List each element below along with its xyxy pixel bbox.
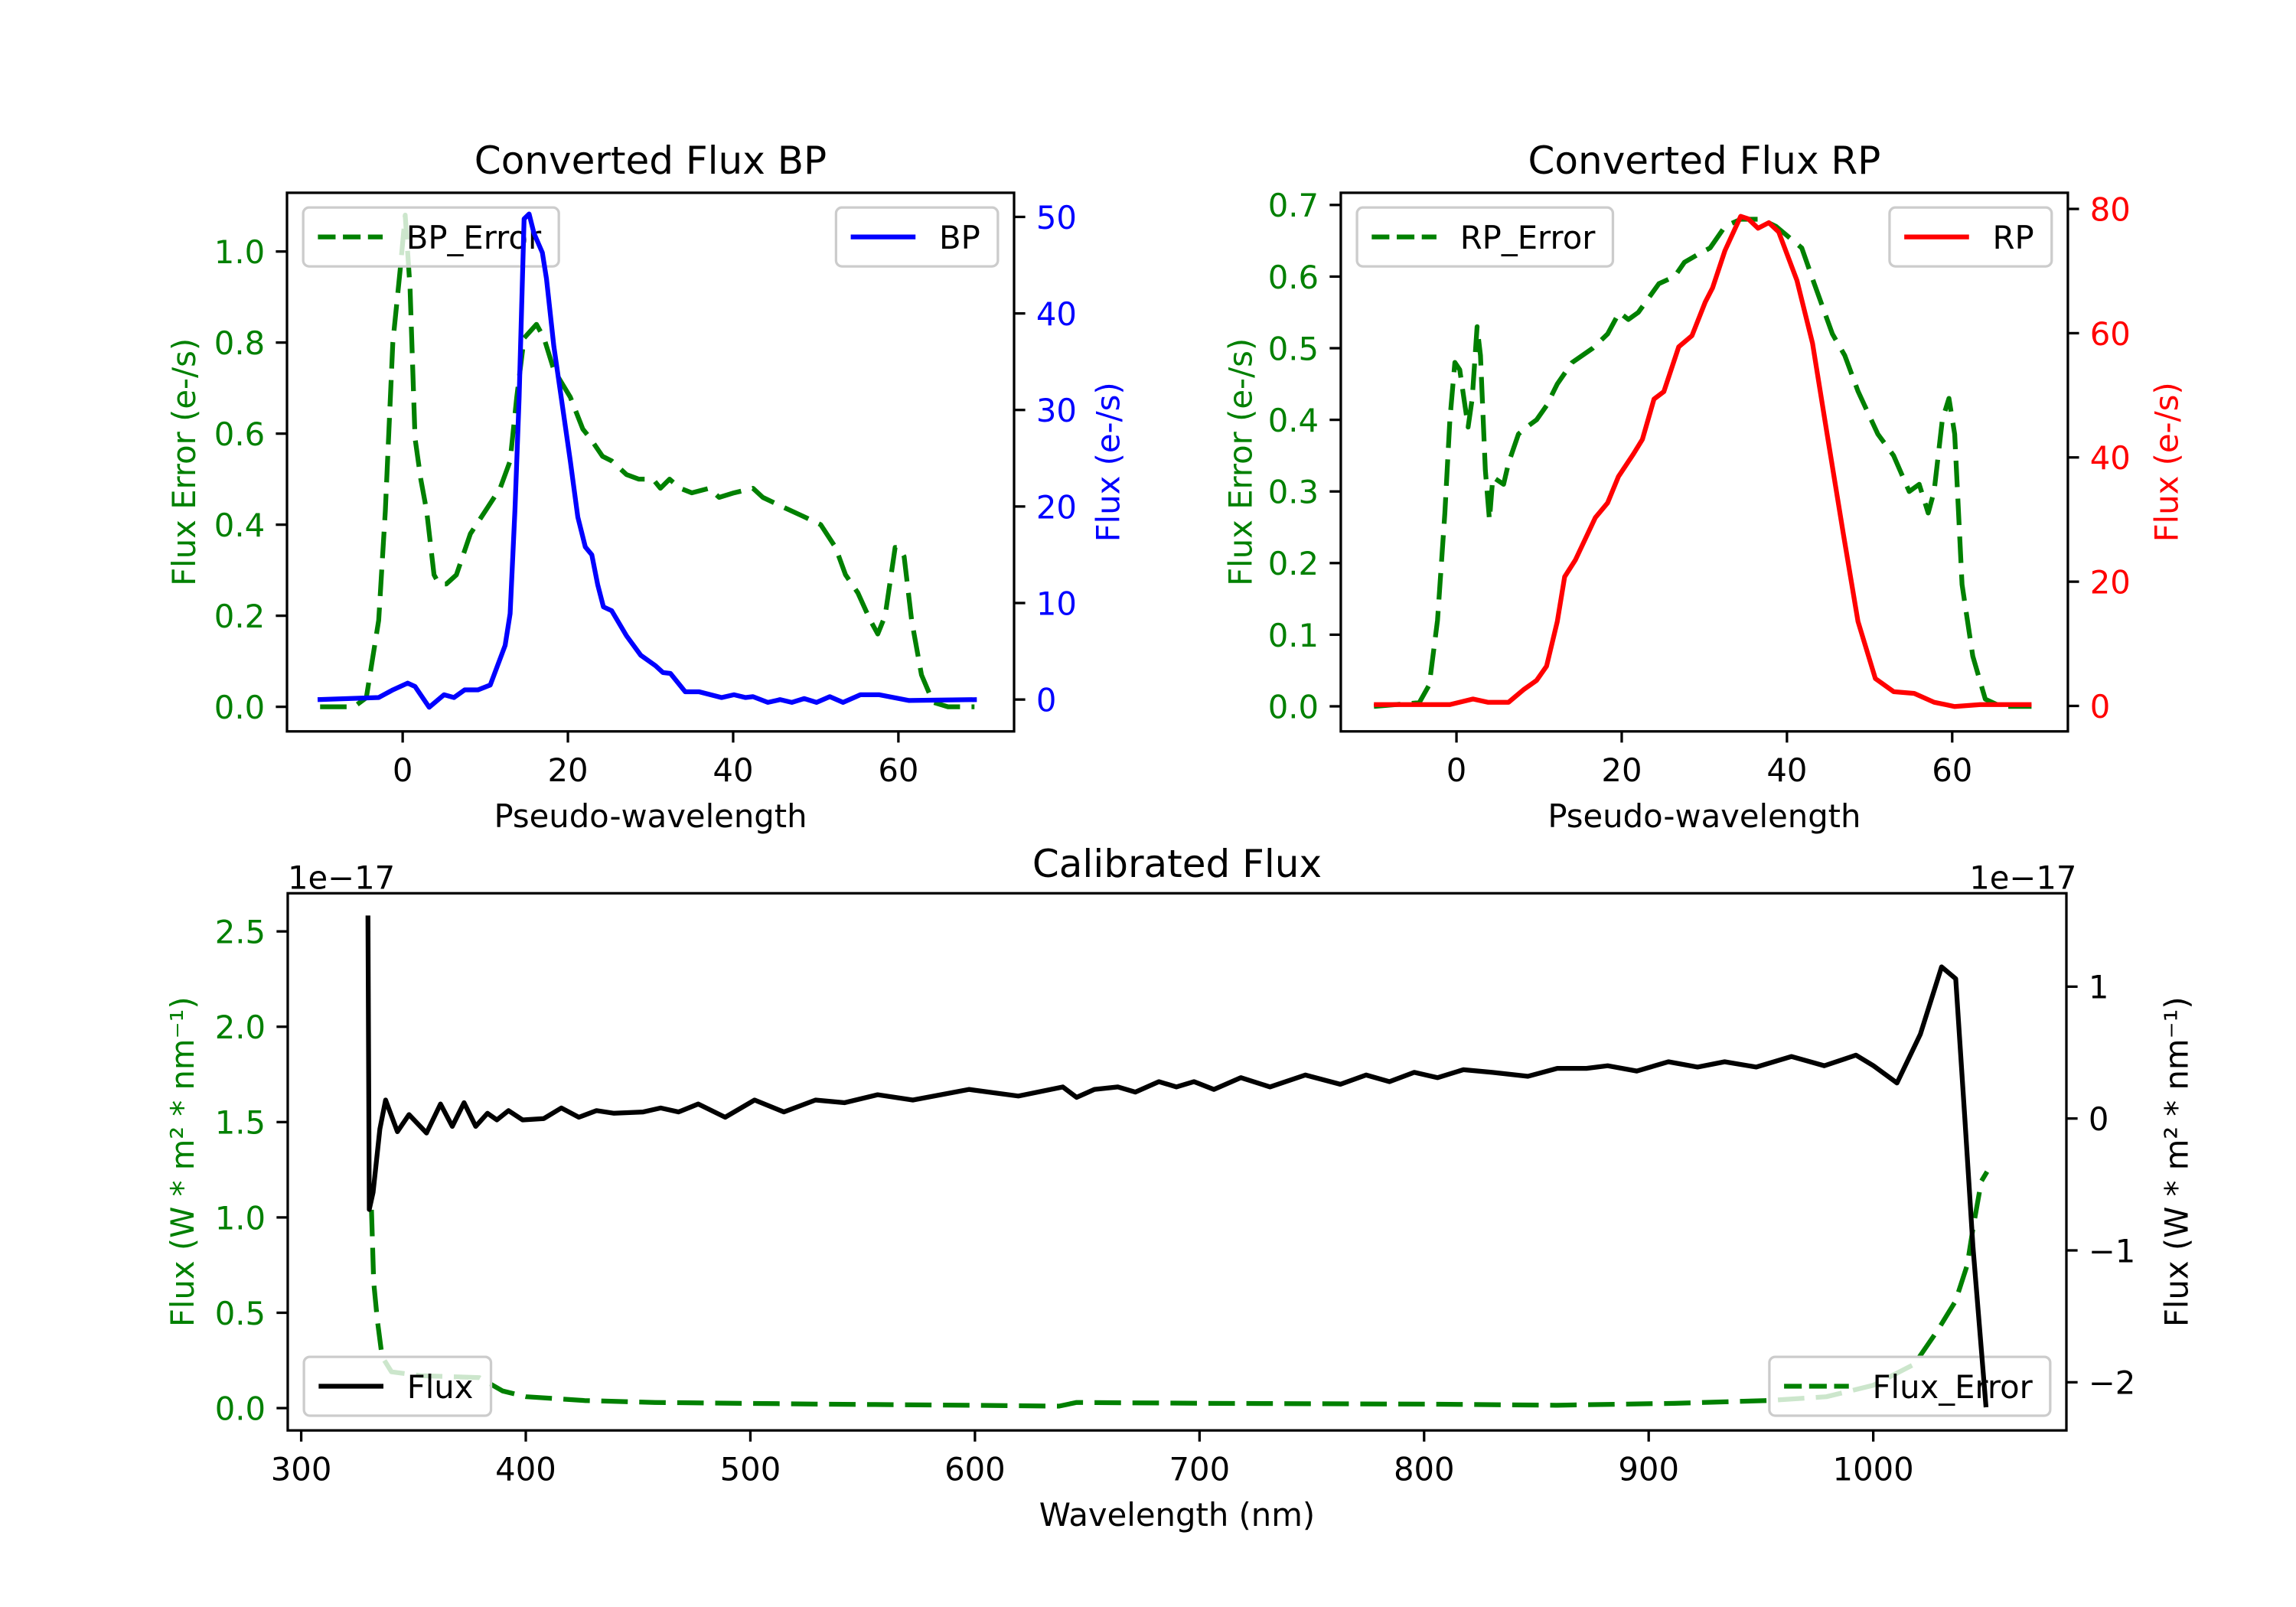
right-y-tick-label: 20	[2090, 564, 2131, 601]
left-y-tick-label: 0.7	[1268, 187, 1319, 224]
right-y-tick-label: 0	[2089, 1100, 2109, 1138]
x-tick-label: 20	[547, 751, 588, 789]
x-tick-label: 400	[495, 1451, 556, 1488]
right-y-tick-label: 80	[2090, 191, 2131, 228]
right-y-axis-label: Flux (e-/s)	[2148, 382, 2185, 542]
left-y-tick-label: 0.6	[1268, 259, 1319, 296]
legend-bp: BP	[834, 206, 1000, 268]
left-offset-text: 1e−17	[288, 859, 395, 897]
right-offset-text: 1e−17	[1969, 859, 2076, 897]
axes-frame	[286, 892, 2068, 1432]
legend-box	[1768, 1355, 2052, 1417]
left-y-axis-label: Flux Error (e-/s)	[165, 338, 203, 586]
left-y-tick-label: 0.4	[1268, 402, 1319, 439]
x-tick-label: 800	[1394, 1451, 1455, 1488]
chart-title: Calibrated Flux	[1032, 842, 1322, 886]
legend-box	[302, 1355, 493, 1417]
left-y-tick-label: 1.0	[215, 1199, 266, 1237]
left-y-axis-label: Flux Error (e-/s)	[1222, 338, 1260, 586]
right-y-tick-label: 0	[1036, 682, 1057, 719]
legend-bp-error: BP_Error	[302, 206, 560, 268]
legend-label: Flux	[407, 1368, 474, 1406]
legend-label: RP	[1993, 219, 2034, 256]
legend-label: Flux_Error	[1873, 1368, 2033, 1406]
legend-rp: RP	[1888, 206, 2053, 268]
x-tick-label: 300	[271, 1451, 332, 1488]
series-line-flux	[365, 915, 1989, 1408]
left-y-tick-label: 0.6	[214, 416, 265, 453]
legend-label: BP_Error	[406, 219, 542, 256]
right-y-axis-label: Flux (e-/s)	[1090, 382, 1127, 542]
x-tick-label: 500	[720, 1451, 781, 1488]
chart-2: Flux_Error Flux 300 400 500 600 700 800 900 1000 0…	[164, 842, 2196, 1534]
x-axis-label: Wavelength (nm)	[1039, 1496, 1315, 1534]
left-y-tick-label: 1.5	[215, 1104, 266, 1142]
x-tick-label: 0	[1446, 751, 1467, 789]
legend-box	[1355, 206, 1615, 268]
left-y-tick-label: 0.0	[1268, 688, 1319, 725]
left-y-tick-label: 0.1	[1268, 617, 1319, 654]
left-y-tick-label: 2.0	[215, 1009, 266, 1046]
x-tick-label: 60	[878, 751, 918, 789]
right-y-tick-label: −2	[2089, 1364, 2136, 1402]
right-y-tick-label: 20	[1036, 488, 1077, 526]
left-y-tick-label: 0.2	[1268, 545, 1319, 582]
legend-rp-error: RP_Error	[1355, 206, 1615, 268]
series-line-bp-error	[320, 213, 975, 709]
right-y-tick-label: 50	[1036, 199, 1077, 236]
left-y-tick-label: 1.0	[214, 233, 265, 271]
x-tick-label: 1000	[1833, 1451, 1914, 1488]
series-line-flux-error	[369, 1170, 1990, 1409]
left-y-tick-label: 2.5	[215, 914, 266, 951]
right-y-tick-label: 30	[1036, 392, 1077, 429]
axes-frame	[1339, 191, 2069, 733]
left-y-tick-label: 0.4	[214, 507, 265, 544]
right-y-tick-label: 40	[1036, 295, 1077, 333]
x-tick-label: 0	[393, 751, 413, 789]
x-axis-label: Pseudo-wavelength	[494, 797, 807, 835]
left-y-tick-label: 0.3	[1268, 474, 1319, 511]
x-tick-label: 40	[1766, 751, 1807, 789]
left-y-tick-label: 0.8	[214, 324, 265, 362]
x-tick-label: 60	[1932, 751, 1972, 789]
axes-frame	[285, 191, 1016, 733]
x-tick-label: 20	[1601, 751, 1642, 789]
series-line-rp	[1374, 214, 2032, 709]
right-y-tick-label: 40	[2090, 439, 2131, 477]
legend-flux-error: Flux_Error	[1768, 1355, 2052, 1417]
right-y-axis-label: Flux (W * m² * nm⁻¹)	[2158, 996, 2196, 1327]
left-y-tick-label: 0.0	[214, 689, 265, 726]
right-y-tick-label: 1	[2089, 969, 2109, 1006]
x-tick-label: 40	[713, 751, 753, 789]
chart-title: Converted Flux RP	[1528, 139, 1881, 183]
chart-title: Converted Flux BP	[475, 139, 827, 183]
legend-box	[1888, 206, 2053, 268]
left-y-tick-label: 0.5	[215, 1295, 266, 1332]
x-tick-label: 700	[1169, 1451, 1231, 1488]
legend-label: BP	[939, 219, 980, 256]
right-y-tick-label: 60	[2090, 315, 2131, 353]
legend-box	[302, 206, 560, 268]
left-y-axis-label: Flux (W * m² * nm⁻¹)	[164, 996, 201, 1327]
series-line-bp	[317, 211, 977, 710]
legend-box	[834, 206, 1000, 268]
series-line-rp-error	[1373, 217, 2032, 709]
x-axis-label: Pseudo-wavelength	[1548, 797, 1861, 835]
legend-label: RP_Error	[1460, 219, 1596, 256]
chart-0: BP_Error BP 0 20 40 60 0.0 0.2 0.4 0.6 0.8 1.0 Flux …	[165, 139, 1127, 835]
left-y-tick-label: 0.5	[1268, 330, 1319, 367]
right-y-tick-label: 0	[2090, 688, 2111, 725]
x-tick-label: 600	[944, 1451, 1006, 1488]
right-y-tick-label: 10	[1036, 585, 1077, 622]
right-y-tick-label: −1	[2089, 1232, 2136, 1270]
left-y-tick-label: 0.2	[214, 598, 265, 635]
chart-1: RP_Error RP 0 20 40 60 0.0 0.1 0.2 0.3 0.4 0.5 0.6 0.…	[1222, 139, 2186, 835]
legend-flux: Flux	[302, 1355, 493, 1417]
x-tick-label: 900	[1618, 1451, 1679, 1488]
left-y-tick-label: 0.0	[215, 1390, 266, 1427]
